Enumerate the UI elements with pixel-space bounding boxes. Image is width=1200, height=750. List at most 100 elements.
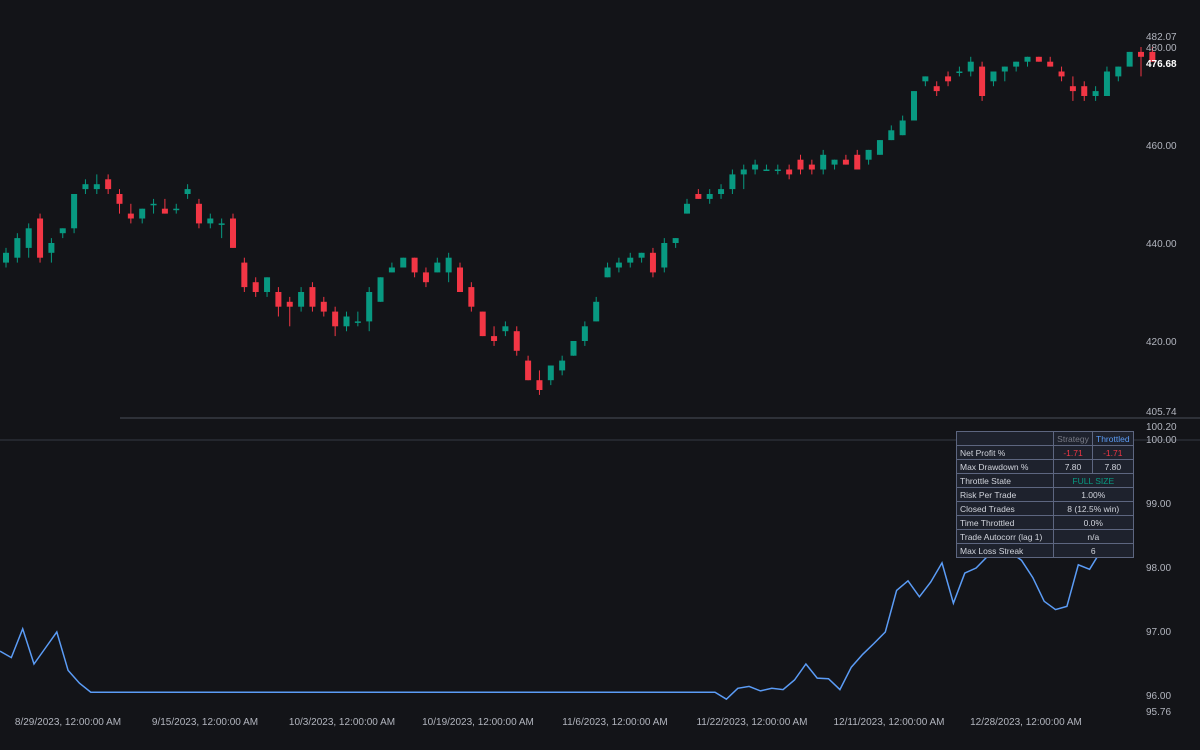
candle-body: [366, 292, 373, 322]
candle-body: [706, 194, 713, 199]
candle-body: [354, 321, 361, 323]
candle-body: [1047, 61, 1054, 67]
candle-body: [71, 194, 78, 229]
candle-body: [116, 194, 123, 204]
candle-body: [638, 252, 645, 258]
stats-value: 8 (12.5% win): [1053, 501, 1134, 516]
stats-row-max-drawdown: Max Drawdown % 7.80 7.80: [956, 459, 1134, 474]
stats-strategy-value: 7.80: [1053, 459, 1093, 474]
stats-value: n/a: [1053, 529, 1134, 544]
candle-body: [581, 326, 588, 341]
candle-body: [161, 208, 168, 214]
equity-axis-label: 99.00: [1146, 499, 1171, 510]
candle-body: [513, 331, 520, 351]
candle-body: [808, 164, 815, 170]
stats-throttled-value: 7.80: [1092, 459, 1134, 474]
candle-body: [536, 380, 543, 390]
last-price-label: 476.68: [1146, 59, 1177, 70]
price-axis-label: 420.00: [1146, 337, 1177, 348]
equity-axis[interactable]: 100.20 100.00 99.00 98.00 97.00 96.00 95.76: [1146, 422, 1177, 718]
candle-body: [150, 203, 157, 206]
candle-body: [1115, 66, 1122, 77]
candle-body: [184, 189, 191, 194]
candle-body: [797, 159, 804, 170]
candle-body: [59, 228, 66, 234]
time-axis-label: 11/6/2023, 12:00:00 AM: [562, 717, 667, 728]
stats-header-throttled: Throttled: [1092, 431, 1134, 446]
stats-label: Closed Trades: [956, 501, 1054, 516]
candle-body: [264, 277, 271, 292]
stats-table: Strategy Throttled Net Profit % -1.71 -1…: [956, 431, 1134, 558]
candle-body: [627, 257, 634, 263]
candle-body: [661, 243, 668, 268]
candle-body: [218, 223, 225, 225]
candle-body: [593, 301, 600, 322]
candle-body: [695, 194, 702, 199]
candle-body: [911, 91, 917, 121]
stats-header-strategy: Strategy: [1053, 431, 1093, 446]
candle-body: [525, 360, 532, 381]
candle-body: [207, 218, 214, 224]
candle-body: [559, 360, 566, 371]
stats-row-closed-trades: Closed Trades 8 (12.5% win): [956, 501, 1134, 516]
stats-label: Time Throttled: [956, 515, 1054, 530]
time-axis[interactable]: 8/29/2023, 12:00:00 AM 9/15/2023, 12:00:0…: [15, 717, 1082, 728]
stats-value: 1.00%: [1053, 487, 1134, 502]
candle-body: [786, 169, 793, 175]
candle-body: [752, 164, 759, 170]
candlestick-series: [3, 47, 1156, 395]
candle-body: [468, 287, 475, 307]
equity-axis-label: 96.00: [1146, 691, 1171, 702]
stats-header-row: Strategy Throttled: [956, 431, 1134, 446]
candle-body: [979, 66, 986, 96]
candle-body: [922, 76, 929, 82]
equity-axis-label: 97.00: [1146, 627, 1171, 638]
candle-body: [945, 76, 952, 82]
stats-row-time-throttled: Time Throttled 0.0%: [956, 515, 1134, 530]
equity-axis-label: 95.76: [1146, 707, 1171, 718]
candle-body: [309, 287, 316, 307]
candle-body: [1069, 86, 1076, 92]
candle-body: [831, 159, 838, 165]
candle-body: [332, 311, 339, 327]
stats-label: Throttle State: [956, 473, 1054, 488]
candle-body: [298, 292, 305, 307]
candle-body: [320, 301, 327, 312]
candle-body: [876, 140, 883, 155]
candle-body: [967, 61, 974, 72]
stats-label: Max Loss Streak: [956, 543, 1054, 558]
candle-body: [14, 238, 21, 258]
candle-body: [434, 262, 441, 273]
candle-body: [990, 71, 997, 82]
time-axis-label: 10/19/2023, 12:00:00 AM: [422, 717, 534, 728]
stats-row-net-profit: Net Profit % -1.71 -1.71: [956, 445, 1134, 460]
candle-body: [127, 213, 134, 219]
stats-label: Risk Per Trade: [956, 487, 1054, 502]
candle-body: [888, 130, 895, 141]
candle-body: [445, 257, 452, 273]
candle-body: [37, 218, 44, 258]
time-axis-label: 8/29/2023, 12:00:00 AM: [15, 717, 121, 728]
equity-line: [0, 549, 1124, 701]
candle-body: [865, 149, 872, 160]
candle-body: [491, 336, 498, 341]
time-axis-label: 10/3/2023, 12:00:00 AM: [289, 717, 395, 728]
stats-row-risk-per-trade: Risk Per Trade 1.00%: [956, 487, 1134, 502]
candle-body: [502, 326, 509, 332]
candle-body: [93, 184, 100, 190]
candle-body: [684, 203, 690, 214]
candle-body: [286, 301, 293, 307]
candle-body: [457, 267, 463, 292]
stats-label: Net Profit %: [956, 445, 1054, 460]
candle-body: [729, 174, 736, 190]
price-axis-label: 480.00: [1146, 43, 1177, 54]
stats-value: 6: [1053, 543, 1134, 558]
candle-body: [479, 311, 486, 337]
candle-body: [1013, 61, 1020, 67]
candle-body: [570, 341, 577, 356]
candle-body: [1103, 71, 1110, 96]
candle-body: [1058, 71, 1065, 77]
equity-axis-label: 100.20: [1146, 422, 1177, 433]
